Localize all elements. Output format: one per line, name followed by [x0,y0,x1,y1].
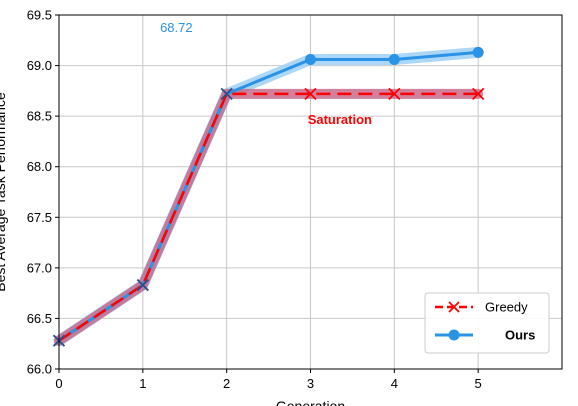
ours-line [58,50,479,342]
legend-ours-marker [448,329,460,341]
x-tick-label: 0 [55,376,62,391]
greedy-point [472,87,485,101]
x-tick-label: 4 [391,376,398,391]
x-tick-label: 3 [307,376,314,391]
ours-point [388,54,400,66]
ours-point [472,46,484,58]
legend: Greedy Ours [424,292,550,354]
legend-greedy-marker [448,301,460,313]
ours-point [305,54,316,66]
x-tick-label: 1 [139,376,146,391]
greedy-point [220,87,233,101]
y-tick-label: 68.0 [27,159,52,174]
x-axis-title: Generation [276,398,345,406]
greedy-point [388,87,401,101]
greedy-point [136,278,149,292]
y-axis-title: Best Average Task Performance [0,92,8,292]
legend-greedy-label: Greedy [485,300,528,315]
greedy-line [58,92,479,342]
y-tick-label: 67.5 [27,210,52,225]
series-lines [58,50,479,342]
y-tick-label: 66.0 [27,362,52,377]
axis-ticks: 0 1 2 3 4 5 66.0 66.5 67.0 67.5 68.0 68.5 69.0 69.5 [27,8,482,392]
y-tick-label: 66.5 [27,311,52,326]
greedy-point [304,87,317,101]
y-tick-label: 67.0 [27,260,52,275]
x-tick-label: 5 [475,376,482,391]
y-tick-label: 68.5 [27,109,52,124]
saturation-label: Saturation [308,112,372,127]
y-tick-label: 69.5 [27,8,52,23]
x-tick-label: 2 [223,376,230,391]
y-tick-label: 69.0 [27,58,52,73]
annotations: 68.7269.0669.13Saturation [160,20,372,127]
legend-ours-label: Ours [505,328,535,343]
value-annotation: 68.72 [160,20,193,35]
